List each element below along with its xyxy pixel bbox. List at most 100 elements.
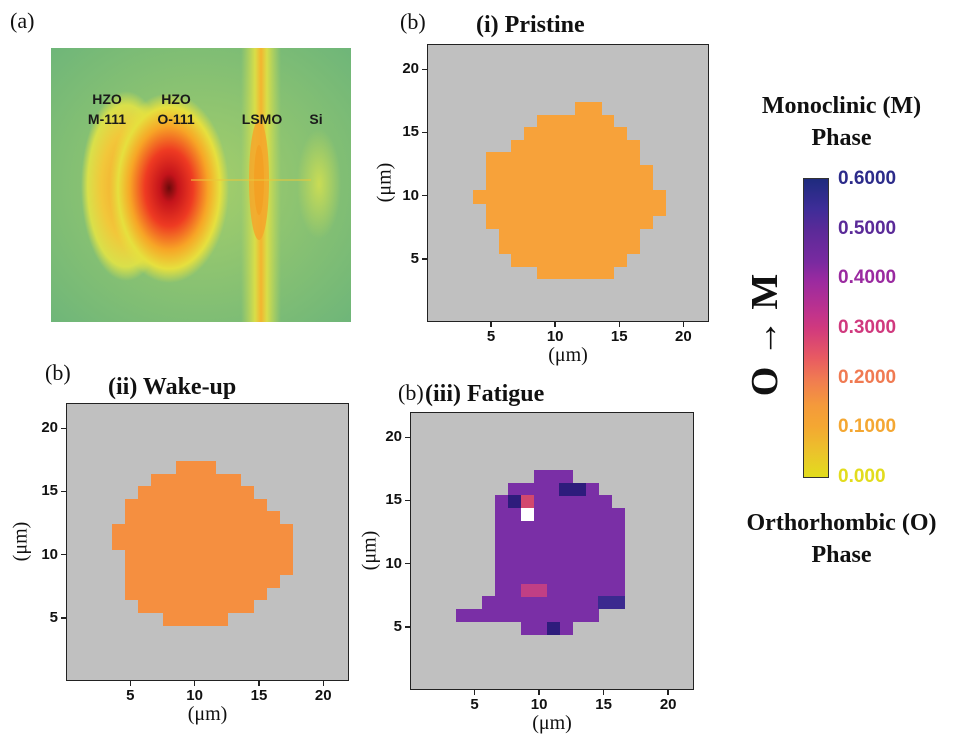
heatmap-cell (498, 202, 512, 217)
heatmap-cell (520, 545, 535, 559)
heatmap-cell (613, 165, 628, 179)
heatmap-cell (112, 536, 126, 550)
heatmap-cell (562, 202, 576, 217)
y-axis-label: (μm) (9, 521, 32, 562)
heatmap-cell (585, 482, 599, 496)
heatmap-cell (214, 486, 229, 500)
heatmap-cell (511, 190, 525, 204)
heatmap-cell (585, 583, 599, 597)
heatmap-cell (507, 583, 522, 597)
y-tick (61, 617, 66, 619)
heatmap-cell (163, 486, 177, 500)
heatmap-cell (150, 486, 165, 500)
heatmap-cell (601, 215, 615, 229)
heatmap-cell (240, 574, 255, 588)
y-tick-label: 20 (402, 60, 419, 78)
heatmap-cell (652, 190, 666, 204)
heatmap-cell (562, 177, 576, 191)
y-tick (61, 490, 66, 493)
heatmap-cell (124, 561, 139, 576)
heatmap-cell (601, 114, 615, 128)
heatmap-cell (536, 228, 551, 242)
heatmap-cell (639, 165, 653, 179)
heatmap-cell (202, 612, 216, 626)
heatmap-cell (137, 561, 152, 576)
heatmap-cell (253, 549, 267, 563)
panel-b1-letter: (b) (400, 9, 426, 34)
heatmap-cell (189, 498, 203, 512)
heatmap-cell (546, 570, 561, 585)
y-tick-label: 10 (41, 545, 58, 563)
x-tick-label: 15 (610, 328, 628, 345)
heatmap-cell (546, 520, 561, 534)
heatmap-cell (137, 549, 152, 563)
heatmap-cell (601, 266, 615, 280)
heatmap-cell (536, 253, 551, 267)
heatmap-cell (549, 240, 564, 255)
heatmap-cell (524, 152, 538, 166)
heatmap-cell (507, 545, 522, 559)
colorbar-tick-label: 0.4000 (838, 267, 897, 289)
heatmap-cell (498, 177, 512, 191)
heatmap-cell (137, 536, 152, 550)
heatmap-cell (575, 177, 589, 191)
heatmap-cell (575, 190, 589, 204)
heatmap-cell (611, 558, 625, 572)
heatmap-cell (575, 215, 589, 229)
heatmap-cell (266, 561, 280, 576)
heatmap-cell (611, 507, 625, 521)
heatmap-cell (549, 228, 564, 242)
heatmap-cell-accent (533, 583, 548, 597)
heatmap-cell (227, 498, 242, 512)
heatmap-cell (511, 253, 525, 267)
heatmap-cell (227, 599, 242, 614)
heatmap-cell (163, 561, 177, 576)
panel-b2-title: (ii) Wake-up (108, 374, 237, 400)
heatmap-cell (601, 240, 615, 255)
colorbar-side-text: O → M (744, 273, 786, 397)
heatmap-cell (150, 587, 165, 601)
colorbar-bottom-line-1: Phase (811, 542, 872, 568)
heatmap-cell (588, 253, 602, 267)
heatmap-cell (572, 533, 586, 547)
heatmap-cell (588, 240, 602, 255)
heatmap-cell (163, 473, 177, 487)
heatmap-cell (189, 473, 203, 487)
heatmap-cell (202, 587, 216, 601)
heatmap-cell (562, 114, 576, 128)
heatmap-cell (549, 139, 564, 153)
heatmap-cell (546, 533, 561, 547)
heatmap-cell (124, 498, 139, 512)
heatmap-cell (511, 165, 525, 179)
heatmap-cell (214, 536, 229, 550)
heatmap-cell (572, 545, 586, 559)
heatmap-cell (549, 177, 564, 191)
colorbar-tick-label: 0.2000 (838, 366, 897, 388)
heatmap-cell (137, 587, 152, 601)
heatmap-cell (189, 612, 203, 626)
heatmap-cell (598, 583, 612, 597)
heatmap-cell (536, 165, 551, 179)
x-tick (682, 322, 685, 327)
heatmap-cell (613, 240, 628, 255)
heatmap-cell (562, 266, 576, 280)
x-tick (473, 690, 476, 695)
y-tick-label: 20 (385, 428, 402, 446)
heatmap-cell (189, 587, 203, 601)
heatmap-cell (279, 536, 293, 550)
heatmap-cell (240, 511, 255, 525)
y-tick (422, 68, 427, 71)
peak-label-si: Si (309, 111, 323, 127)
heatmap-cell (562, 190, 576, 204)
heatmap-cell (511, 139, 525, 153)
heatmap-cell (559, 533, 573, 547)
heatmap-cell (524, 190, 538, 204)
heatmap-cell (176, 498, 190, 512)
heatmap-cell (588, 114, 602, 128)
heatmap-cell (227, 549, 242, 563)
heatmap-cell (498, 215, 512, 229)
heatmap-cell (549, 190, 564, 204)
y-tick-label: 10 (385, 554, 402, 572)
heatmap-cell (588, 228, 602, 242)
